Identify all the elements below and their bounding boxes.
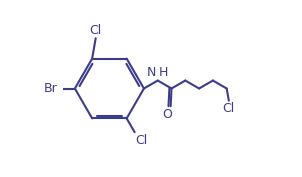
Text: N: N: [147, 66, 156, 79]
Text: H: H: [159, 66, 168, 79]
Text: Cl: Cl: [223, 102, 235, 115]
Text: O: O: [163, 108, 172, 121]
Text: Br: Br: [43, 82, 57, 95]
Text: Cl: Cl: [136, 134, 148, 147]
Text: Cl: Cl: [90, 24, 102, 37]
